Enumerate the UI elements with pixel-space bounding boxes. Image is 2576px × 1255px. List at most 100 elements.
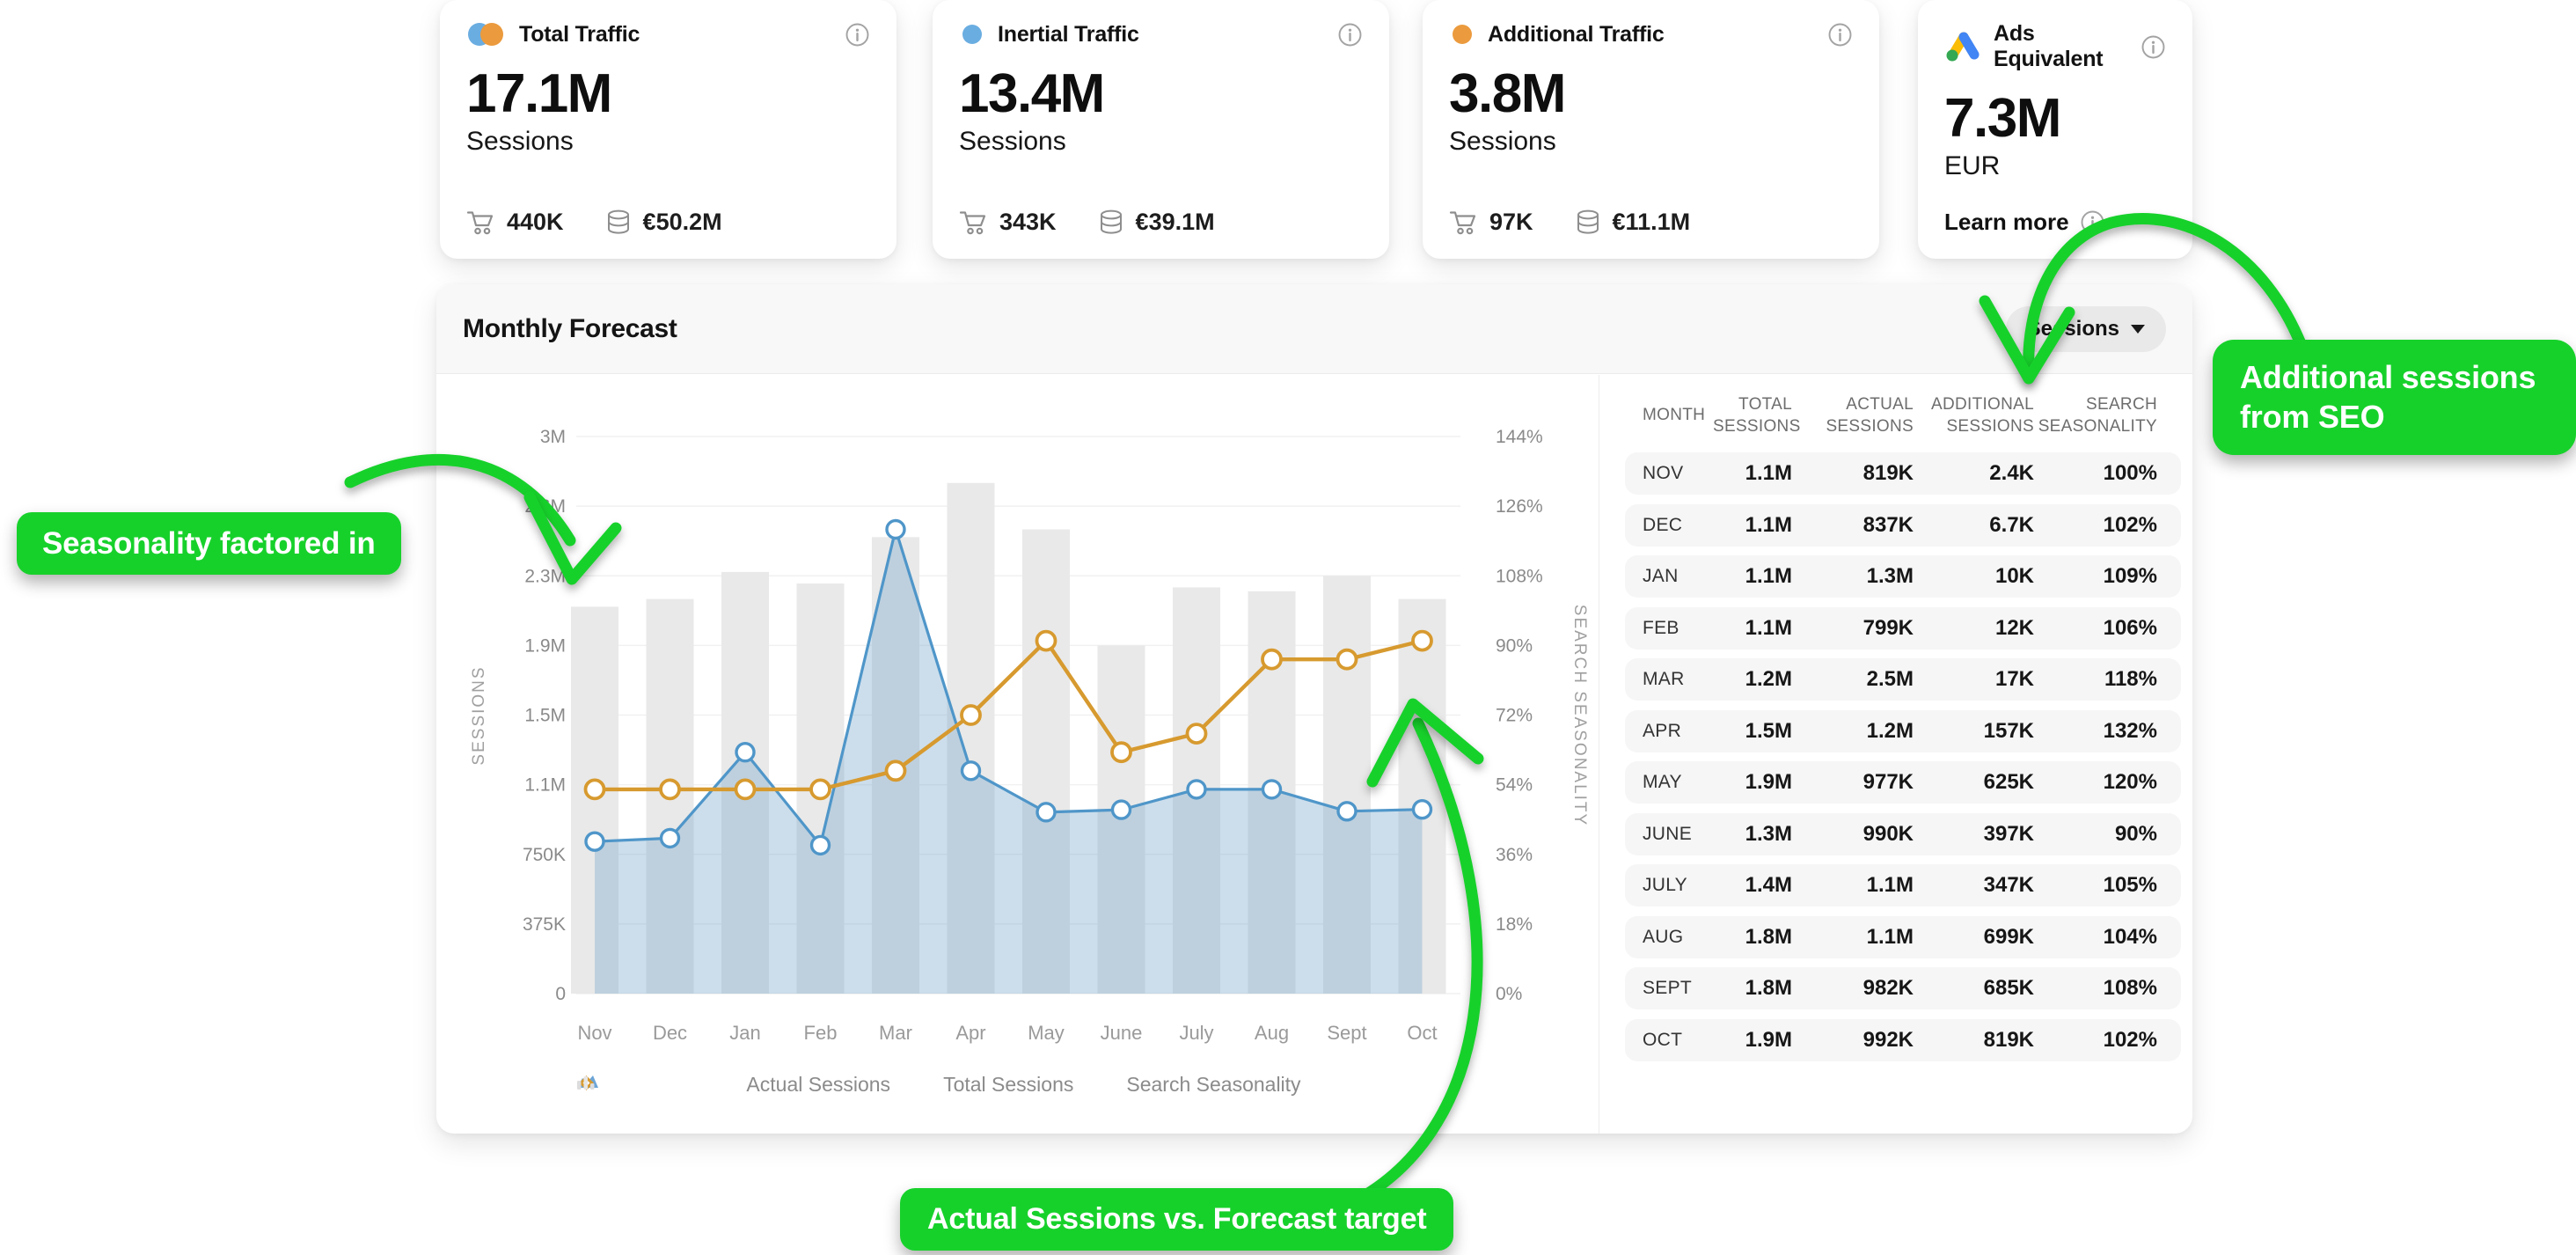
table-cell-month: MAY [1643,772,1682,792]
svg-text:144%: 144% [1496,427,1543,447]
svg-text:May: May [1028,1022,1065,1044]
metric-dropdown[interactable]: Sessions [2005,305,2166,352]
table-row: NOV 1.1M 819K 2.4K 100% [1625,452,2181,495]
legend-item-actual-sessions[interactable]: Actual Sessions [577,1073,890,1097]
table-cell-value: 102% [2103,1027,2157,1052]
kpi-unit: EUR [1944,151,2001,180]
info-button[interactable] [1337,22,1363,48]
coins-icon [604,209,633,236]
info-button[interactable] [2141,34,2166,60]
table-cell-month: JUNE [1643,823,1693,844]
table-cell-value: 982K [1862,976,1914,1000]
svg-text:Feb: Feb [804,1022,838,1044]
table-cell-value: 102% [2103,512,2157,537]
svg-text:June: June [1101,1022,1143,1044]
table-cell-value: 625K [1983,770,2034,794]
table-cell-value: 90% [2114,821,2157,846]
svg-text:SEARCH SEASONALITY: SEARCH SEASONALITY [1570,605,1589,826]
kpi-card-additional-traffic: Additional Traffic 3.8M Sessions 97K €11.1M [1423,0,1879,259]
table-cell-value: 100% [2103,461,2157,485]
table-cell-value: 109% [2103,564,2157,588]
table-header-cell: MONTH [1643,406,1706,425]
revenue-stat-value: €50.2M [642,209,722,235]
table-cell-value: 1.3M [1866,564,1914,588]
table-cell-value: 799K [1862,615,1914,640]
monthly-forecast-card: Monthly Forecast Sessions 3M 144% 2.6M 126%… [436,284,2192,1134]
svg-text:1.5M: 1.5M [524,706,566,726]
table-cell-month: APR [1643,720,1682,741]
svg-text:2.3M: 2.3M [524,566,566,586]
table-body: NOV 1.1M 819K 2.4K 100% DEC 1.1M 837K 6.7K 102% JA… [1625,452,2192,1061]
table-cell-value: 1.1M [1866,873,1914,897]
svg-text:July: July [1179,1022,1213,1044]
svg-text:0: 0 [555,984,566,1004]
svg-text:1.9M: 1.9M [524,635,566,656]
legend-item-total-sessions[interactable]: Total Sessions [579,1073,1074,1097]
kpi-value: 13.4M [959,63,1105,124]
table-cell-value: 132% [2103,718,2157,743]
table-cell-month: JAN [1643,566,1679,586]
learn-more-link[interactable]: Learn more [1944,209,2105,236]
kpi-card-header: Additional Traffic [1449,21,1853,48]
cart-icon [466,209,496,236]
table-row: OCT 1.9M 992K 819K 102% [1625,1018,2181,1061]
table-cell-value: 837K [1862,512,1914,537]
svg-text:Aug: Aug [1255,1022,1289,1044]
info-button[interactable] [845,22,870,48]
additional-traffic-icon [1449,21,1475,48]
kpi-card-header: Ads Equivalent [1944,21,2166,72]
table-cell-value: 1.3M [1745,821,1792,846]
table-cell-value: 1.1M [1745,461,1792,485]
coins-icon [1097,209,1125,236]
table-row: MAY 1.9M 977K 625K 120% [1625,761,2181,804]
table-cell-value: 977K [1862,770,1914,794]
kpi-card-title: Total Traffic [519,21,640,47]
table-cell-month: MAR [1643,669,1685,689]
cart-icon [1449,209,1479,236]
table-cell-value: 1.5M [1745,718,1792,743]
revenue-stat: €50.2M [604,209,722,236]
info-icon [1337,22,1363,48]
table-cell-value: 157K [1983,718,2034,743]
svg-text:Sept: Sept [1327,1022,1366,1044]
table-cell-value: 104% [2103,924,2157,949]
table-cell-value: 819K [1862,461,1914,485]
transactions-stat: 440K [466,209,564,236]
table-cell-month: FEB [1643,617,1680,638]
svg-text:0%: 0% [1496,984,1522,1004]
legend-item-search-seasonality[interactable]: Search Seasonality [577,1073,1301,1097]
table-header-cell: SEARCH SEASONALITY [2038,394,2157,436]
table-cell-value: 397K [1983,821,2034,846]
revenue-stat: €39.1M [1097,209,1215,236]
kpi-card-title: Additional Traffic [1488,21,1665,47]
table-cell-value: 2.5M [1866,667,1914,691]
table-row: FEB 1.1M 799K 12K 106% [1625,606,2181,650]
table-row: JUNE 1.3M 990K 397K 90% [1625,812,2181,855]
info-button[interactable] [1827,22,1853,48]
svg-text:Dec: Dec [653,1022,687,1044]
kpi-value: 7.3M [1944,88,2061,149]
table-cell-value: 120% [2103,770,2157,794]
kpi-card-title: Ads Equivalent [1994,21,2104,71]
svg-text:18%: 18% [1496,914,1533,935]
transactions-stat-value: 440K [507,209,564,235]
table-cell-value: 1.9M [1745,770,1792,794]
kpi-footer-stats: 343K €39.1M [959,209,1215,236]
legend-label: Total Sessions [943,1073,1074,1096]
table-row: JAN 1.1M 1.3M 10K 109% [1625,555,2181,598]
table-cell-value: 105% [2103,873,2157,897]
table-cell-value: 990K [1862,821,1914,846]
kpi-value: 3.8M [1449,63,1566,124]
table-cell-value: 2.4K [1989,461,2034,485]
legend-label: Search Seasonality [1126,1073,1301,1096]
svg-text:Apr: Apr [955,1022,985,1044]
kpi-unit: Sessions [1449,127,1556,156]
table-row: DEC 1.1M 837K 6.7K 102% [1625,503,2181,547]
kpi-value: 17.1M [466,63,612,124]
ads-equivalent-icon [1944,31,1981,62]
table-row: AUG 1.8M 1.1M 699K 104% [1625,915,2181,958]
svg-text:54%: 54% [1496,775,1533,796]
svg-text:36%: 36% [1496,845,1533,865]
forecast-header: Monthly Forecast Sessions [436,284,2192,374]
chart-legend: Actual Sessions Total Sessions Search Seas… [576,1073,1460,1097]
